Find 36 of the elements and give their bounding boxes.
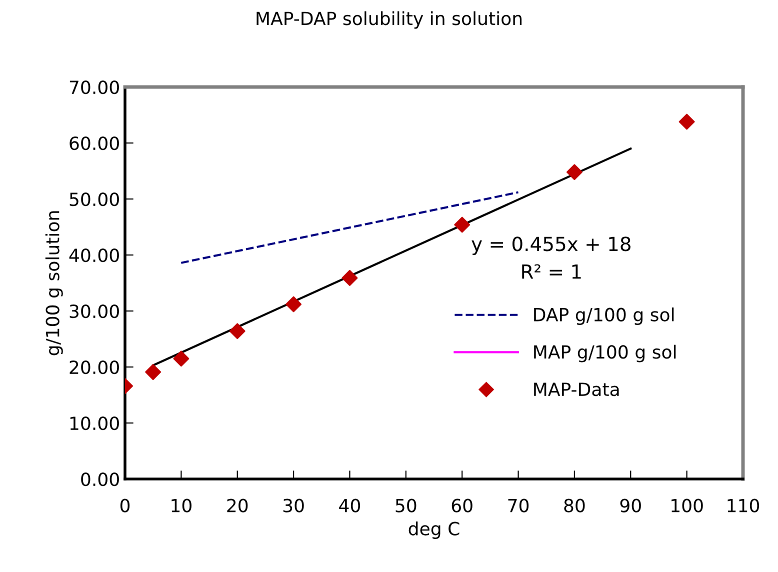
annotation: R² = 1 bbox=[522, 264, 581, 279]
x-tick-label: 0 bbox=[120, 498, 130, 512]
point bbox=[229, 323, 246, 340]
x-axis-title: deg C bbox=[408, 521, 460, 539]
y-tick-label: 60.00 bbox=[70, 136, 119, 150]
x-tick-label: 110 bbox=[728, 498, 760, 512]
y-tick-label: 0.00 bbox=[81, 472, 119, 486]
y-tick-label: 20.00 bbox=[70, 360, 119, 374]
point bbox=[145, 364, 162, 380]
point bbox=[678, 114, 695, 130]
legend-label: MAP-Data bbox=[534, 382, 619, 396]
x-tick-label: 70 bbox=[508, 498, 529, 512]
x-tick-label: 80 bbox=[564, 498, 585, 512]
y-tick-label: 40.00 bbox=[69, 248, 119, 262]
point bbox=[286, 296, 302, 312]
x-tick-label: 40 bbox=[339, 498, 360, 512]
point bbox=[566, 164, 582, 180]
x-tick-label: 30 bbox=[283, 498, 304, 512]
x-tick-label: 100 bbox=[672, 498, 703, 512]
y-tick-label: 30.00 bbox=[70, 304, 119, 318]
chart-title: MAP-DAP solubility in solution bbox=[256, 11, 522, 29]
point bbox=[173, 350, 190, 367]
x-tick-label: 50 bbox=[396, 498, 416, 512]
x-tick-label: 60 bbox=[452, 498, 472, 512]
annotation: y = 0.455x + 18 bbox=[472, 236, 630, 256]
point bbox=[454, 216, 470, 233]
legend-label: MAP g/100 g sol bbox=[534, 344, 676, 362]
x-tick-label: 20 bbox=[227, 498, 248, 512]
y-tick-label: 50.00 bbox=[70, 192, 119, 206]
point bbox=[342, 270, 358, 286]
legend-label: DAP g/100 g sol bbox=[534, 307, 674, 325]
x-tick-label: 90 bbox=[620, 498, 641, 512]
x-tick-label: 10 bbox=[172, 498, 192, 512]
y-tick-label: 70.00 bbox=[70, 80, 119, 94]
y-axis-title: g/100 g solution bbox=[45, 211, 63, 356]
y-tick-label: 10.00 bbox=[70, 416, 119, 430]
